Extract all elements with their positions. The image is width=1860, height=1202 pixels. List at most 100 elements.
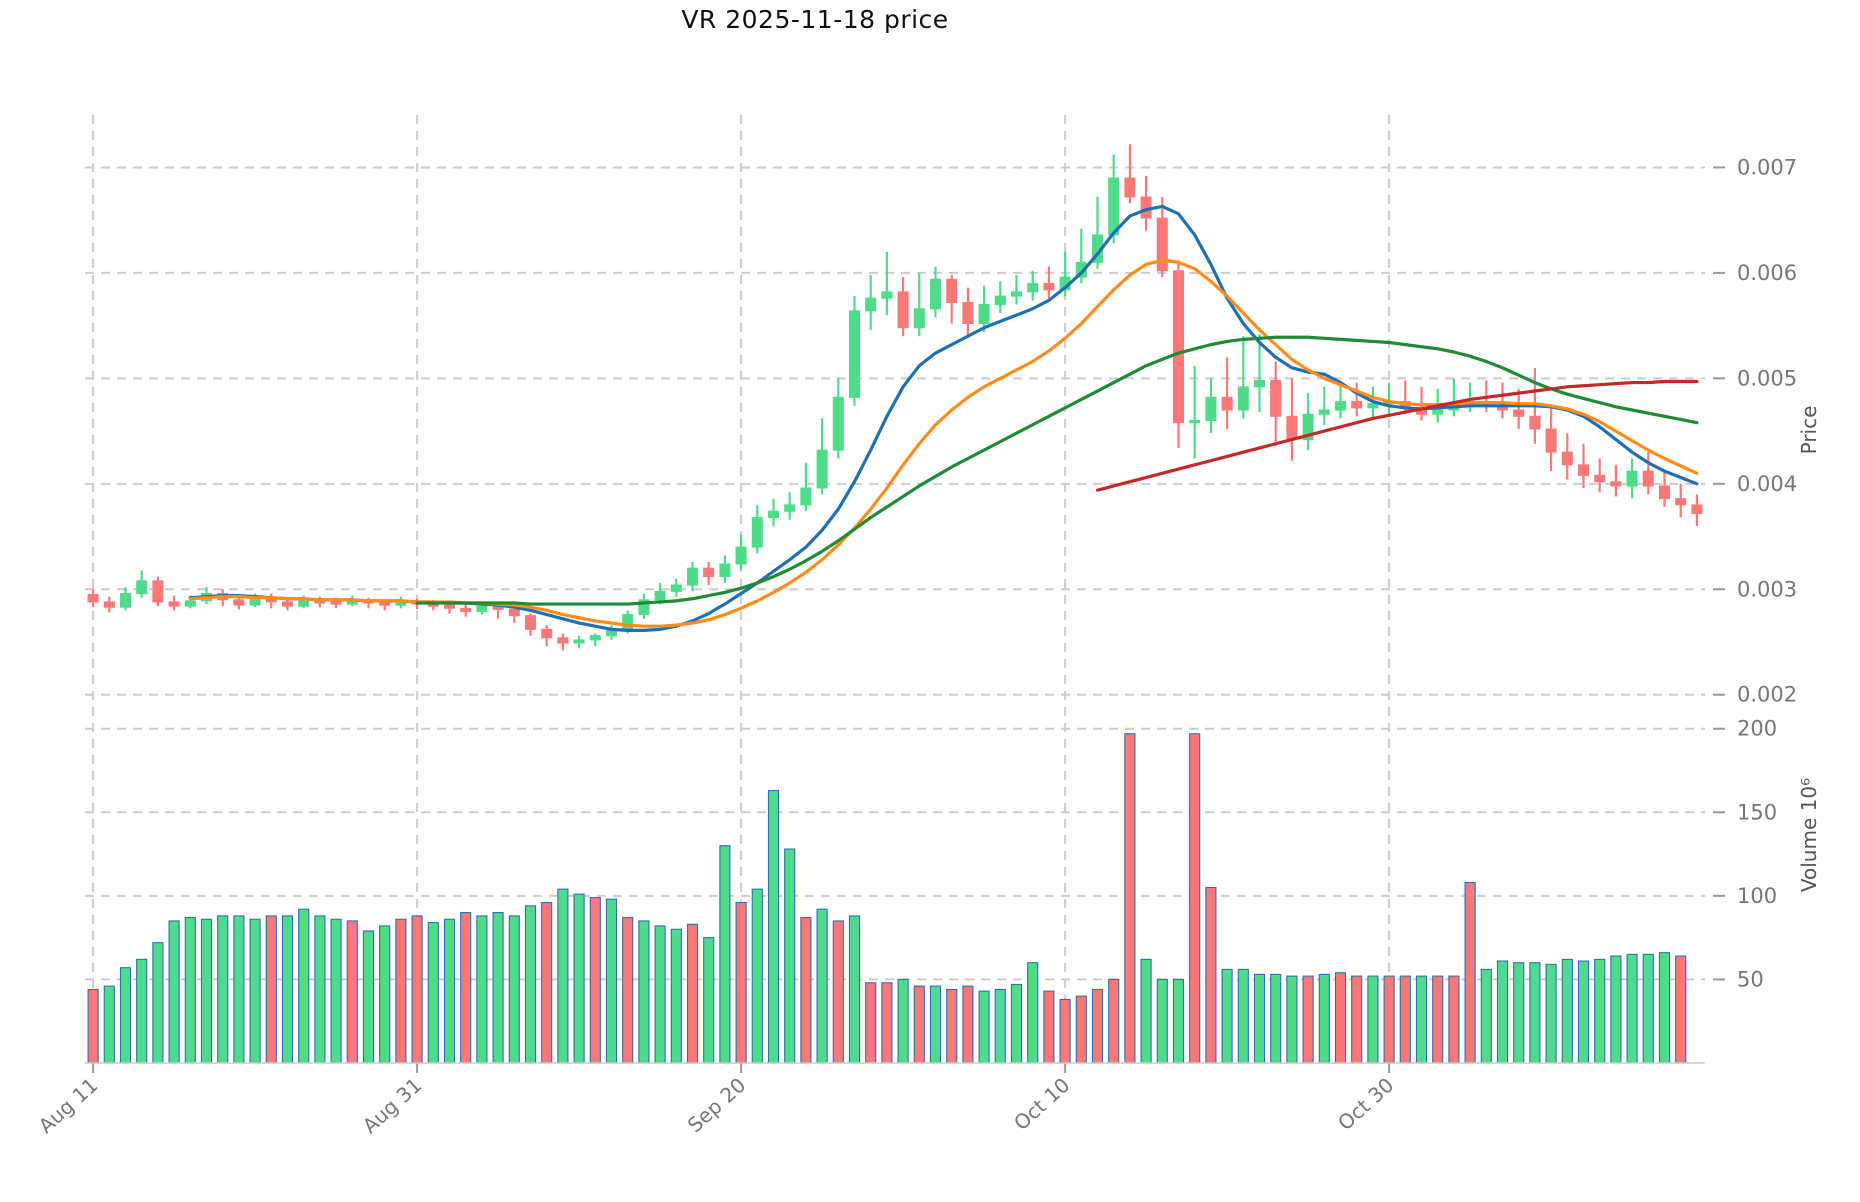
volume-bar [719,845,731,1064]
volume-bar [573,893,585,1064]
volume-bar [848,915,861,1064]
price-axis-ticks: 0.007 0.006 0.005 0.004 0.003 0.002 [1713,155,1797,707]
volume-bar [492,912,504,1064]
candlestick [1334,382,1347,419]
candlestick [1124,144,1136,204]
volume-bar [136,958,148,1064]
volume-bar [362,930,375,1064]
volume-bar [1172,978,1185,1064]
volume-bar [379,925,391,1064]
volume-bar [735,901,747,1064]
volume-bar [87,988,99,1064]
candlestick [1351,382,1363,417]
volume-bar [1156,978,1168,1064]
candlestick [1205,378,1217,434]
volume-bar [184,917,196,1064]
volume-bar [881,982,893,1064]
volume-bar [994,988,1006,1064]
volume-bar [411,915,423,1064]
price-tick-label: 0.007 [1737,155,1797,179]
candlestick [136,570,148,598]
volume-tick-label: 150 [1737,800,1777,824]
candlestick [1513,388,1525,429]
candlestick [1270,361,1282,446]
volume-bar [1399,975,1411,1064]
volume-bar [1496,960,1509,1064]
candlestick [1027,270,1039,301]
volume-bar [200,918,213,1064]
volume-bar [508,915,520,1064]
candlestick [719,555,731,583]
volume-bar [946,988,958,1064]
candlestick [541,625,553,647]
price-tick-label: 0.002 [1737,683,1797,707]
candlestick [994,281,1006,313]
candlestick [1286,378,1298,461]
candlestick [865,275,877,330]
volume-bar [1091,988,1104,1064]
volume-bar [103,985,115,1064]
ma-line-ma-extra [1095,379,1699,492]
volume-bar [1480,968,1492,1064]
candlestick [703,561,715,586]
candlestick [784,492,796,520]
volume-bar [800,917,812,1064]
volume-bar [1318,973,1330,1064]
volume-bar [670,928,682,1064]
volume-bar [962,985,974,1064]
volume-bar [314,915,326,1064]
candlestick [767,498,780,526]
volume-bar [832,920,844,1064]
volume-bar [1610,955,1622,1064]
volume-bar [541,901,553,1064]
volume-bar [784,848,796,1064]
candlestick [168,595,180,611]
volume-bar [1626,953,1638,1064]
volume-bar [298,908,310,1064]
volume-bar [1577,960,1590,1064]
x-tick-label: Oct 10 [1009,1073,1074,1135]
volume-bar [443,918,456,1064]
volume-bar [1205,886,1217,1064]
candlestick [524,613,537,636]
volume-bar [1561,958,1573,1064]
candlestick [1383,382,1395,415]
volume-bar [1464,881,1476,1064]
candlestick [1594,458,1606,493]
candlestick [881,251,893,316]
price-gridlines [85,166,1705,696]
volume-bar [1658,952,1671,1064]
volume-bar [1367,975,1379,1064]
candlestick [1642,452,1654,495]
candlestick [816,418,828,495]
volume-bar [978,990,990,1064]
candlestick [735,534,747,571]
volume-bar [524,905,537,1064]
volume-bar [1270,973,1282,1064]
candlestick [1156,196,1168,278]
volume-bar [1237,968,1249,1064]
volume-bar [557,888,569,1064]
x-tick-label: Aug 31 [358,1073,427,1138]
volume-bar [168,920,180,1064]
volume-bar [1189,733,1201,1064]
volume-bar [476,915,488,1064]
candlestick [1626,458,1638,499]
candlestick [460,604,472,617]
volume-bar [265,915,277,1064]
candlestick [1302,393,1314,451]
candlestick-series [87,144,1703,651]
volume-bar [1594,958,1606,1064]
volume-bar [1221,968,1233,1064]
volume-bar [1642,953,1654,1064]
volume-bar [1124,733,1136,1064]
volume-bar [152,942,164,1064]
candlestick [751,504,763,554]
candlestick [897,277,909,337]
x-tick-label: Aug 11 [34,1073,103,1138]
candlestick [686,561,699,592]
candlestick [87,589,99,608]
candlestick [800,462,812,512]
price-tick-label: 0.005 [1737,366,1797,390]
ma-line-ma-long [415,335,1699,606]
